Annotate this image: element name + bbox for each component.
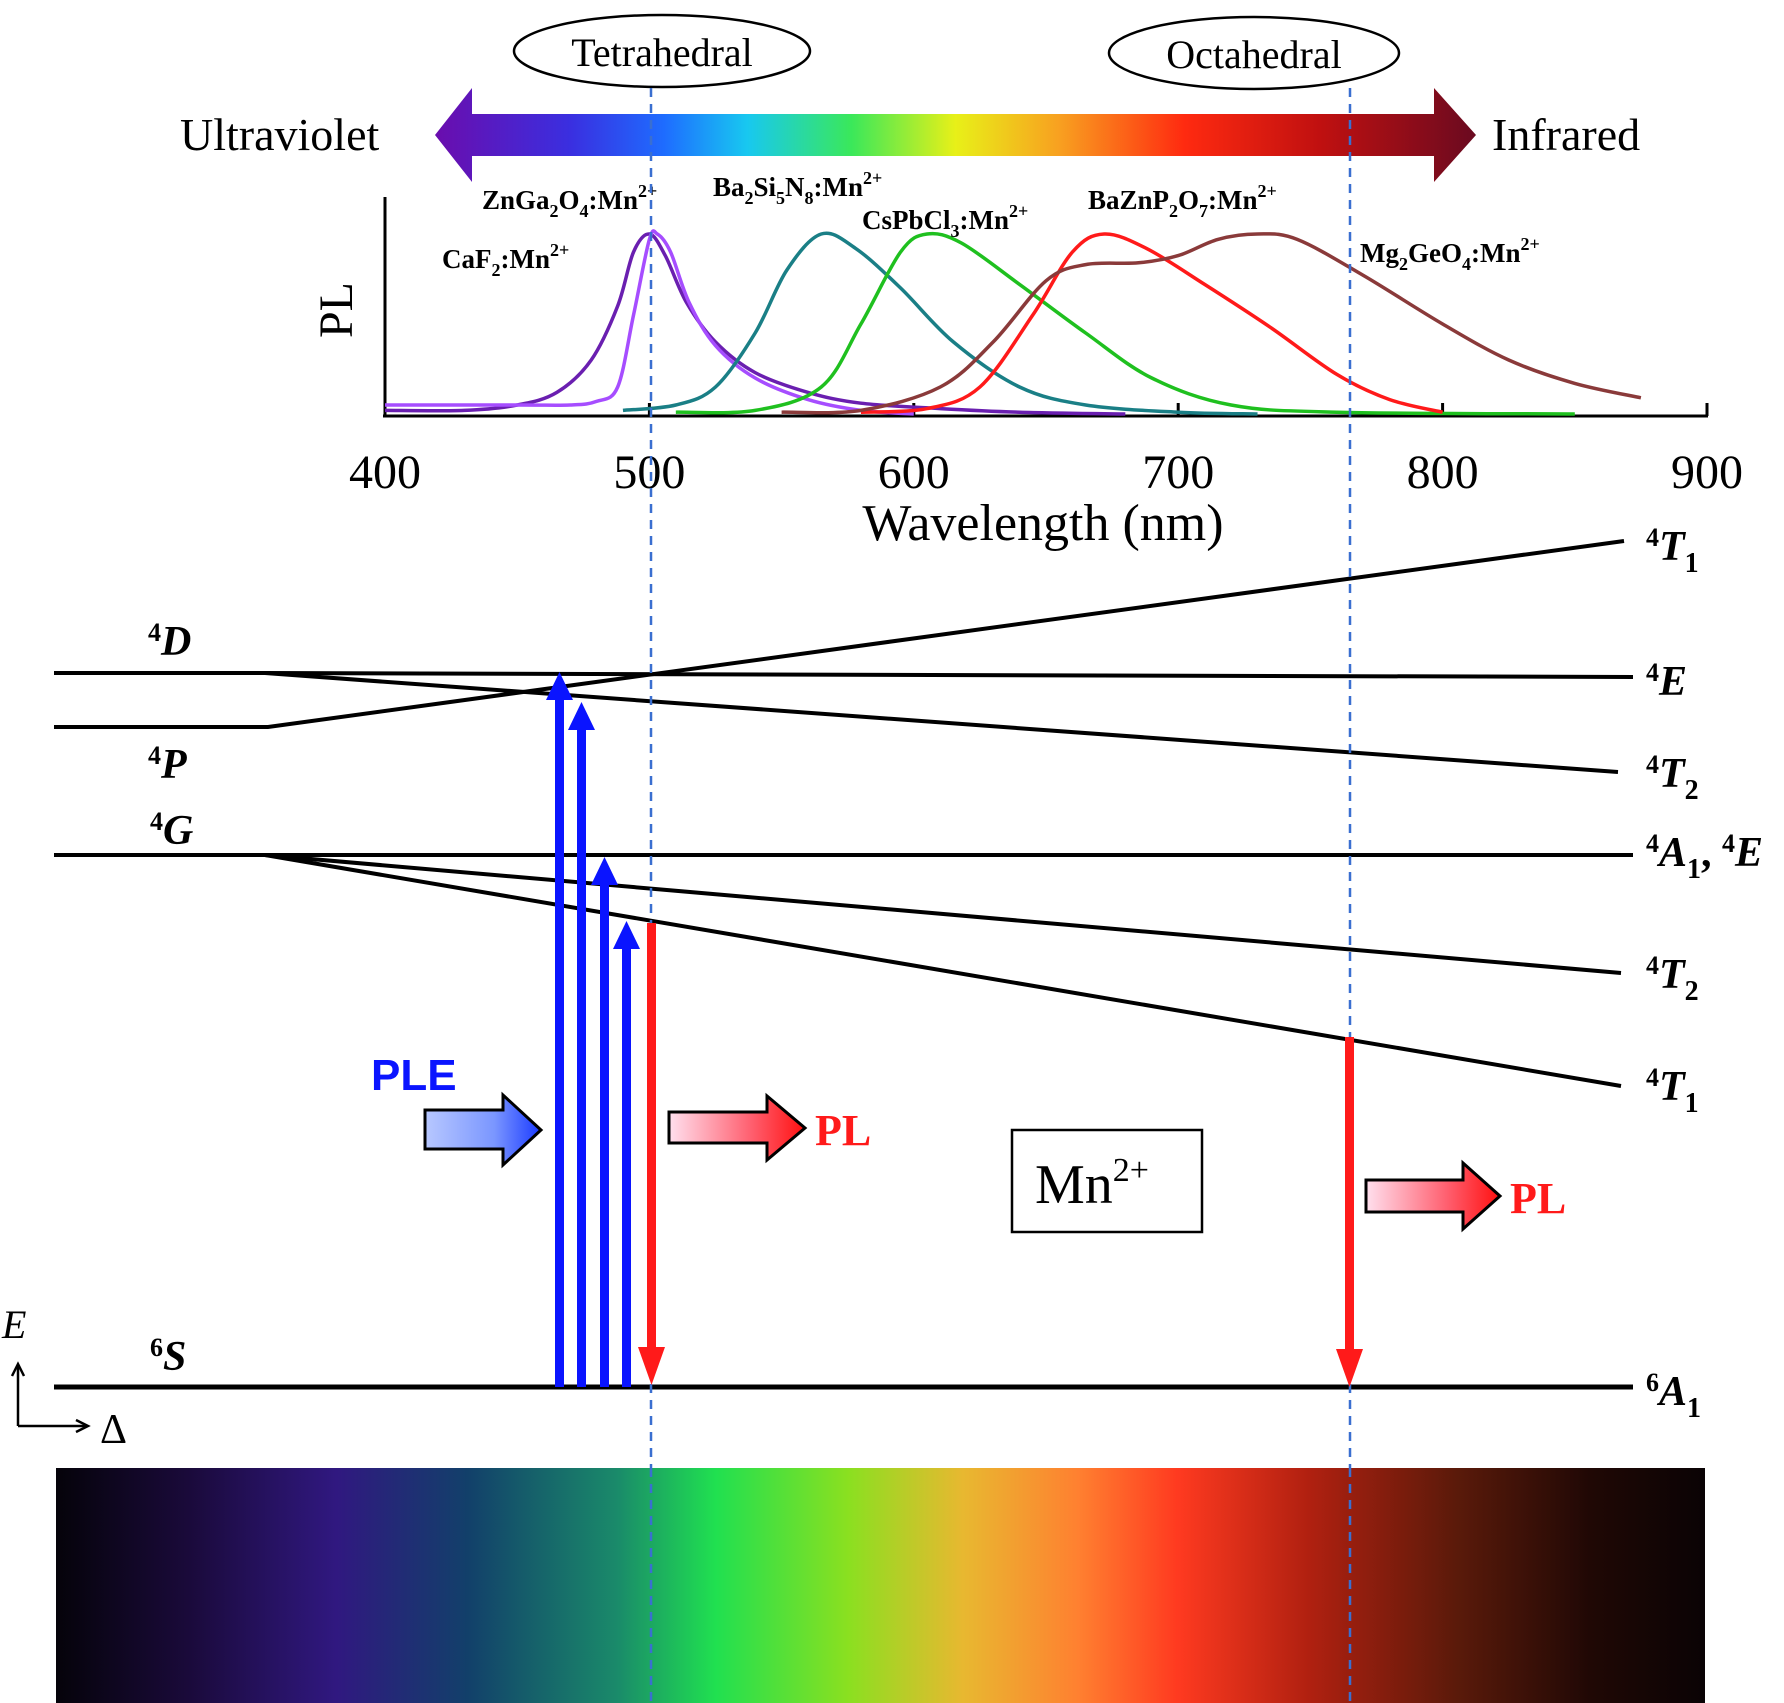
dashed-guides: [649, 88, 1352, 1703]
delta-axis-label: Δ: [100, 1407, 127, 1453]
term-4t1-lower: 4T1: [1646, 1063, 1699, 1119]
pl-label-right: PL: [1510, 1174, 1566, 1223]
e-delta-axes: [10, 1361, 91, 1434]
spectrum-bar: [56, 1468, 1705, 1703]
x-tick-label: 500: [613, 446, 685, 499]
rainbow-arrow: [435, 88, 1476, 182]
pl-block-arrow-right: [1364, 1159, 1503, 1233]
pl-block-arrow-left: [667, 1092, 808, 1164]
octahedral-label: Octahedral: [1166, 32, 1341, 77]
mn-ion-label: Mn2+: [1035, 1152, 1149, 1216]
pl-curve-0: [384, 232, 1126, 416]
pl-curve-2: [622, 231, 1258, 416]
pl-curve-3: [675, 231, 1575, 416]
tetrahedral-ellipse: [512, 13, 812, 89]
chart-ticks: 400 500 600 700 800 900: [349, 403, 1743, 499]
x-tick-label: 400: [349, 446, 421, 499]
energy-levels: [54, 539, 1634, 1390]
label-cspbcl3: CsPbCl3:Mn2+: [862, 201, 1028, 241]
tetrahedral-label: Tetrahedral: [571, 30, 753, 75]
label-mg2geo4: Mg2GeO4:Mn2+: [1360, 234, 1540, 274]
term-4e: 4E: [1646, 658, 1687, 705]
term-4t2-lower: 4T2: [1646, 951, 1699, 1007]
ple-arrows: [546, 672, 640, 1387]
x-tick-label: 700: [1142, 446, 1214, 499]
term-4g: 4G: [150, 807, 193, 854]
x-tick-label: 800: [1407, 446, 1479, 499]
mn-ion-box: [1010, 1128, 1204, 1234]
ple-label: PLE: [371, 1051, 457, 1100]
term-4d: 4D: [148, 618, 191, 665]
level-4t1-lower: [264, 853, 1622, 1088]
label-znga2o4: ZnGa2O4:Mn2+: [482, 181, 657, 221]
octahedral-ellipse: [1107, 15, 1401, 91]
x-tick-label: 600: [878, 446, 950, 499]
ultraviolet-label: Ultraviolet: [180, 109, 379, 160]
term-4t1-top: 4T1: [1646, 523, 1699, 579]
pl-curve-1: [385, 229, 914, 416]
term-4t2-upper: 4T2: [1646, 750, 1699, 806]
label-caf2: CaF2:Mn2+: [442, 240, 569, 280]
energy-axis-label: E: [1, 1302, 26, 1347]
term-4a1-4e: 4A1, 4E: [1646, 829, 1763, 885]
term-4p: 4P: [148, 741, 187, 788]
ple-block-arrow: [423, 1091, 544, 1169]
level-4t1-top: [54, 539, 1625, 729]
pl-curve-4: [860, 232, 1444, 414]
chart-x-label: Wavelength (nm): [862, 495, 1223, 552]
pl-label-left: PL: [815, 1106, 871, 1155]
term-6a1: 6A1: [1646, 1368, 1701, 1424]
level-4t2-upper: [264, 671, 1619, 774]
pl-curve-5: [781, 232, 1642, 415]
infrared-label: Infrared: [1492, 109, 1640, 160]
label-baznp2o7: BaZnP2O7:Mn2+: [1088, 181, 1277, 221]
pl-arrows: [638, 923, 1363, 1387]
x-tick-label: 900: [1671, 446, 1743, 499]
level-4t2-lower: [264, 853, 1622, 975]
label-ba2si5n8: Ba2Si5N8:Mn2+: [713, 168, 882, 208]
term-6s: 6S: [150, 1333, 186, 1380]
pl-chart: 400 500 600 700 800 900 PL Wavelength (nm): [310, 197, 1743, 552]
chart-y-label: PL: [310, 282, 363, 338]
chart-curves: [384, 229, 1642, 416]
